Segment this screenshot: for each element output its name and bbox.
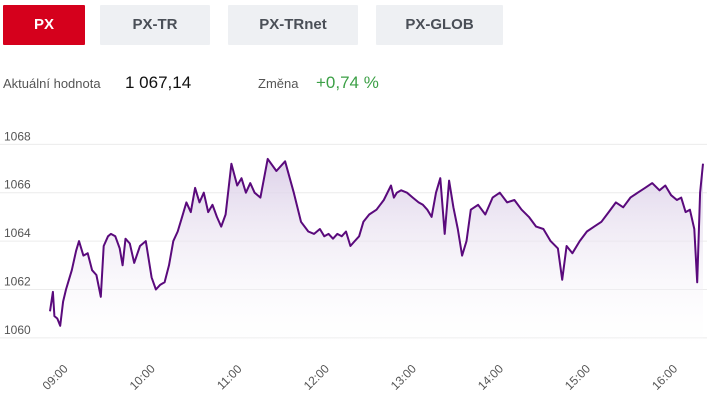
tab-px-trnet[interactable]: PX-TRnet bbox=[228, 5, 358, 45]
x-tick-label: 15:00 bbox=[562, 361, 593, 392]
tab-px[interactable]: PX bbox=[3, 5, 85, 45]
y-tick-label: 1062 bbox=[4, 275, 31, 289]
x-tick-label: 11:00 bbox=[214, 362, 245, 393]
x-tick-label: 16:00 bbox=[649, 361, 680, 392]
current-value: 1 067,14 bbox=[125, 73, 192, 92]
current-value-label: Aktuální hodnota bbox=[3, 76, 101, 91]
x-tick-label: 13:00 bbox=[388, 361, 419, 392]
y-axis-labels: 1060 1062 1064 1066 1068 bbox=[4, 129, 31, 337]
tab-px-glob[interactable]: PX-GLOB bbox=[376, 5, 503, 45]
x-tick-label: 09:00 bbox=[40, 361, 71, 392]
index-chart: 1060 1062 1064 1066 1068 09:00 10:00 11:00 12:0… bbox=[0, 129, 707, 393]
x-tick-label: 10:00 bbox=[127, 361, 158, 392]
tab-px-tr[interactable]: PX-TR bbox=[100, 5, 210, 45]
y-tick-label: 1066 bbox=[4, 178, 31, 192]
x-tick-label: 14:00 bbox=[475, 361, 506, 392]
change-value: +0,74 % bbox=[316, 73, 379, 92]
y-tick-label: 1064 bbox=[4, 226, 31, 240]
price-area bbox=[50, 158, 703, 350]
y-tick-label: 1060 bbox=[4, 323, 31, 337]
x-axis-labels: 09:00 10:00 11:00 12:00 13:00 14:00 15:00 16:00 bbox=[40, 361, 681, 392]
change-label: Změna bbox=[258, 76, 299, 91]
x-tick-label: 12:00 bbox=[301, 361, 332, 392]
price-line bbox=[49, 157, 704, 327]
y-tick-label: 1068 bbox=[4, 129, 31, 143]
